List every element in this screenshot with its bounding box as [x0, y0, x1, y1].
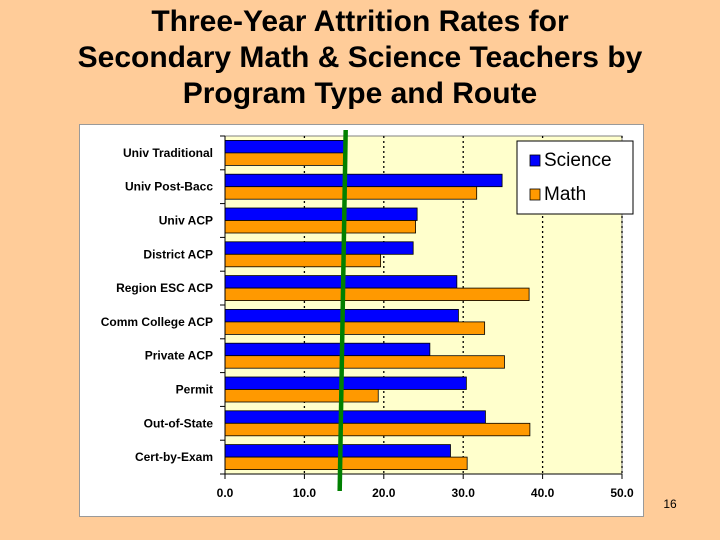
- category-label: Private ACP: [145, 349, 213, 363]
- bar-science-6: [224, 342, 431, 357]
- category-label: Region ESC ACP: [116, 281, 213, 295]
- attrition-bar-chart: Univ Traditional Univ Post-Bacc Univ ACP Di…: [101, 129, 634, 500]
- bar-math-6: [224, 355, 505, 369]
- legend-swatch-science: [529, 154, 541, 167]
- x-tick-label: 40.0: [531, 486, 555, 500]
- category-label: Out-of-State: [144, 416, 214, 430]
- legend-box: [516, 140, 634, 215]
- page-number: 16: [663, 497, 677, 511]
- title-line-1: Three-Year Attrition Rates for: [151, 5, 569, 38]
- category-label: Cert-by-Exam: [135, 450, 213, 464]
- bar-math-8: [224, 422, 531, 437]
- bar-math-3: [224, 253, 382, 268]
- bar-science-2: [224, 207, 418, 221]
- bar-math-7: [224, 389, 379, 403]
- bar-math-4: [224, 287, 530, 302]
- bar-math-0: [224, 152, 347, 166]
- bar-science-3: [224, 241, 414, 255]
- x-tick-label: 30.0: [452, 486, 476, 500]
- legend-label-science: Science: [544, 150, 612, 171]
- x-tick-label: 50.0: [610, 486, 634, 500]
- title-line-2: Secondary Math & Science Teachers by: [77, 41, 643, 74]
- category-label: Univ ACP: [159, 214, 213, 228]
- bar-math-1: [224, 186, 478, 200]
- x-tick-label: 10.0: [293, 486, 317, 500]
- category-label: Permit: [176, 383, 213, 397]
- bar-math-9: [224, 456, 468, 471]
- category-label: Univ Traditional: [123, 146, 213, 160]
- legend-label-math: Math: [544, 184, 586, 205]
- x-tick-label: 20.0: [372, 486, 396, 500]
- legend-swatch-math: [529, 188, 541, 201]
- bar-science-7: [224, 376, 467, 390]
- bar-math-5: [224, 321, 486, 335]
- category-label: Univ Post-Bacc: [125, 180, 213, 194]
- bar-math-2: [224, 220, 416, 234]
- slide-title: Three-Year Attrition Rates for Secondary…: [0, 4, 720, 112]
- x-tick-label: 0.0: [217, 486, 234, 500]
- reference-line: [337, 129, 348, 492]
- bar-science-0: [224, 139, 347, 154]
- category-label: District ACP: [143, 247, 213, 261]
- bar-science-9: [224, 444, 451, 458]
- title-line-3: Program Type and Route: [182, 77, 538, 110]
- bar-science-1: [224, 173, 503, 188]
- bar-science-8: [224, 410, 486, 424]
- category-label: Comm College ACP: [101, 315, 213, 329]
